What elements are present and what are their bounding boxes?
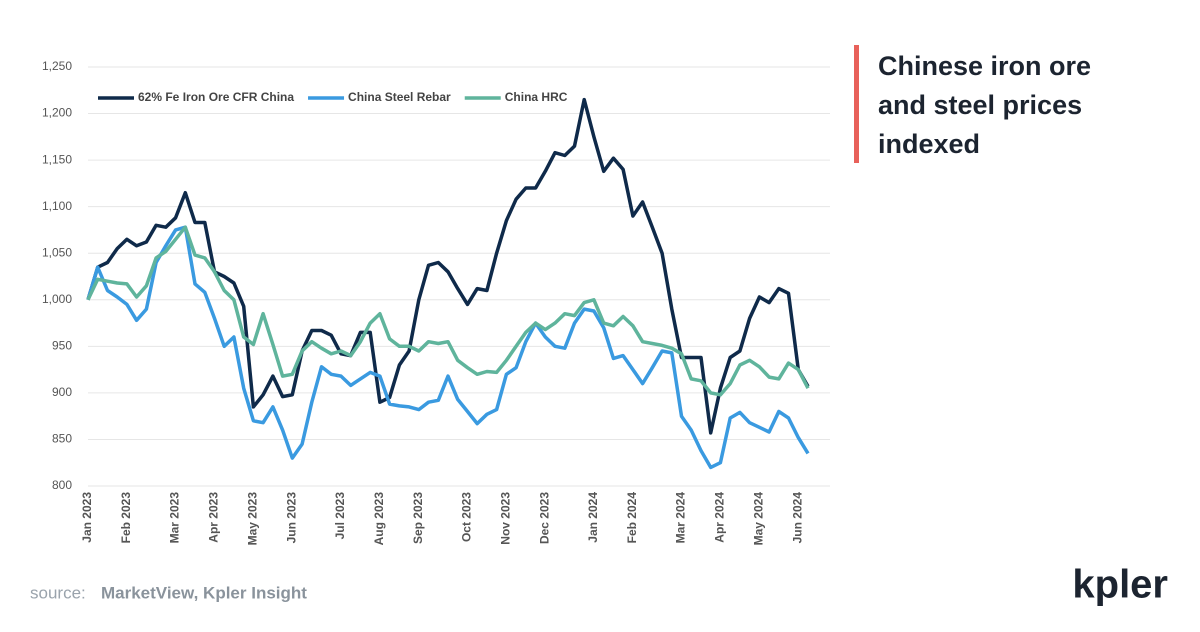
x-tick-label: Feb 2023 — [119, 492, 133, 544]
x-tick-label: Dec 2023 — [537, 492, 551, 544]
y-tick-label: 900 — [52, 385, 72, 399]
source-label: source: — [30, 583, 86, 602]
y-tick-label: 1,150 — [42, 152, 72, 166]
x-tick-label: Mar 2023 — [168, 492, 182, 544]
x-tick-label: Oct 2023 — [460, 492, 474, 542]
x-tick-label: Feb 2024 — [625, 492, 639, 544]
x-tick-label: Jul 2023 — [333, 492, 347, 540]
source-text: MarketView, Kpler Insight — [101, 583, 307, 602]
x-tick-label: Jan 2024 — [586, 492, 600, 543]
x-tick-label: Nov 2023 — [499, 492, 513, 545]
x-tick-label: Jan 2023 — [80, 492, 94, 543]
y-tick-label: 1,000 — [42, 292, 72, 306]
y-tick-label: 950 — [52, 339, 72, 353]
x-tick-label: Jun 2023 — [284, 492, 298, 544]
x-tick-label: Aug 2023 — [372, 492, 386, 546]
legend-label: China Steel Rebar — [348, 90, 451, 104]
chart-title: Chinese iron ore and steel prices indexed — [878, 51, 1091, 159]
x-tick-label: Apr 2024 — [713, 492, 727, 543]
y-tick-label: 1,050 — [42, 245, 72, 259]
y-tick-label: 1,200 — [42, 106, 72, 120]
y-tick-label: 1,250 — [42, 59, 72, 73]
x-tick-label: May 2024 — [752, 492, 766, 546]
x-tick-label: Mar 2024 — [674, 492, 688, 544]
legend-label: China HRC — [505, 90, 568, 104]
logo: kpler — [1072, 563, 1168, 607]
y-tick-label: 800 — [52, 478, 72, 492]
line-series — [86, 225, 810, 470]
legend-label: 62% Fe Iron Ore CFR China — [138, 90, 294, 104]
x-tick-label: Apr 2023 — [207, 492, 221, 543]
x-tick-label: Jun 2024 — [790, 492, 804, 544]
title-accent — [854, 45, 859, 163]
x-tick-label: Sep 2023 — [411, 492, 425, 544]
x-tick-label: May 2023 — [246, 492, 260, 546]
y-tick-label: 1,100 — [42, 199, 72, 213]
line-series — [86, 97, 810, 435]
y-tick-label: 850 — [52, 432, 72, 446]
line-series — [86, 225, 810, 397]
